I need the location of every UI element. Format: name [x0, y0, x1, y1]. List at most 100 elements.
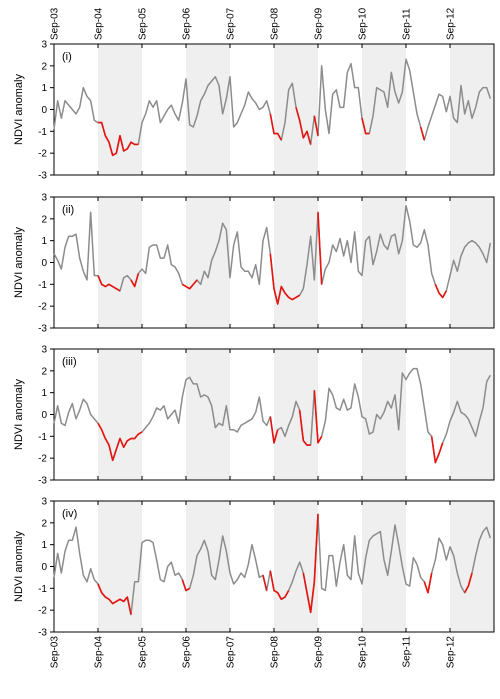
panel-label: (ii) [62, 204, 74, 216]
y-tick-label: 0 [41, 562, 47, 573]
drought-highlight-segment [298, 410, 311, 446]
drought-highlight-segment [313, 115, 319, 136]
y-tick-label: -3 [38, 476, 47, 487]
shaded-year-band [186, 197, 230, 328]
x-tick-label-top: Sep-08 [270, 7, 281, 40]
y-tick-label: 1 [41, 236, 47, 247]
x-tick-label-bottom: Sep-08 [270, 636, 281, 669]
y-tick-label: -2 [38, 606, 47, 617]
drought-highlight-segment [463, 572, 473, 594]
x-tick-label-top: Sep-05 [138, 7, 149, 40]
drought-highlight-segment [262, 575, 268, 591]
shaded-year-band [362, 197, 406, 328]
y-tick-label: 2 [41, 366, 47, 377]
y-tick-label: 3 [41, 40, 47, 51]
shaded-year-band [450, 501, 494, 632]
y-tick-label: 2 [41, 214, 47, 225]
drought-highlight-segment [419, 126, 426, 141]
drought-highlight-segment [269, 253, 301, 305]
x-tick-label-top: Sep-03 [50, 7, 61, 40]
x-tick-label-top: Sep-04 [94, 7, 105, 40]
shaded-year-band [450, 349, 494, 480]
y-tick-label: 0 [41, 105, 47, 116]
y-tick-label: 2 [41, 61, 47, 72]
y-axis-label: NDVI anomaly [13, 227, 25, 298]
drought-highlight-segment [302, 514, 319, 614]
panel-2: -3 -2 -1 0 1 2 3 NDVI anomaly (ii) [13, 193, 495, 335]
shaded-year-band [362, 349, 406, 480]
shaded-year-band [98, 501, 142, 632]
y-tick-label: -1 [38, 127, 47, 138]
y-tick-label: -2 [38, 302, 47, 313]
drought-highlight-segment [269, 416, 279, 444]
drought-highlight-segment [181, 279, 198, 290]
y-tick-label: -1 [38, 280, 47, 291]
x-tick-label-bottom: Sep-09 [314, 636, 325, 669]
drought-highlight-segment [295, 107, 312, 145]
drought-highlight-segment [97, 275, 121, 292]
shaded-year-band [98, 44, 142, 175]
panel-1: -3 -2 -1 0 1 2 3 NDVI anomaly (i) [13, 40, 495, 182]
drought-highlight-segment [434, 284, 448, 299]
y-tick-label: 1 [41, 540, 47, 551]
drought-highlight-segment [269, 570, 290, 601]
shaded-year-band [98, 349, 142, 480]
shaded-year-band [274, 197, 318, 328]
drought-highlight-segment [361, 118, 370, 135]
y-tick-label: -1 [38, 432, 47, 443]
y-tick-label: 1 [41, 388, 47, 399]
shaded-year-band [450, 44, 494, 175]
panel-label: (i) [62, 51, 72, 63]
x-tick-label-bottom: Sep-11 [402, 636, 413, 668]
drought-highlight-segment [269, 113, 283, 141]
shaded-year-band [186, 501, 230, 632]
y-tick-label: 1 [41, 83, 47, 94]
x-tick-label-bottom: Sep-03 [50, 636, 61, 669]
y-axis-label: NDVI anomaly [13, 531, 25, 602]
x-tick-label-top: Sep-11 [402, 8, 413, 40]
panel-3: -3 -2 -1 0 1 2 3 NDVI anomaly (iii) [13, 345, 495, 487]
y-tick-label: 0 [41, 410, 47, 421]
y-tick-label: -2 [38, 454, 47, 465]
shaded-year-band [274, 349, 318, 480]
x-tick-label-bottom: Sep-04 [94, 636, 105, 669]
drought-highlight-segment [181, 579, 191, 592]
y-tick-label: -2 [38, 149, 47, 160]
drought-highlight-segment [317, 212, 323, 285]
drought-highlight-segment [130, 273, 140, 288]
x-tick-label-top: Sep-07 [226, 7, 237, 40]
x-tick-label-bottom: Sep-06 [182, 636, 193, 669]
y-tick-label: 3 [41, 345, 47, 356]
y-tick-label: 0 [41, 258, 47, 269]
drought-highlight-segment [97, 422, 143, 462]
y-tick-label: -1 [38, 584, 47, 595]
x-tick-label-top: Sep-09 [314, 7, 325, 40]
x-tick-label-top: Sep-12 [446, 7, 457, 40]
shaded-year-band [362, 501, 406, 632]
y-axis-label: NDVI anomaly [13, 74, 25, 145]
x-tick-label-bottom: Sep-07 [226, 636, 237, 669]
y-axis-label: NDVI anomaly [13, 379, 25, 450]
x-tick-label-bottom: Sep-10 [358, 636, 369, 669]
drought-highlight-segment [98, 121, 139, 157]
y-tick-label: 3 [41, 497, 47, 508]
shaded-year-band [362, 44, 406, 175]
drought-highlight-segment [430, 436, 444, 464]
shaded-year-band [98, 197, 142, 328]
x-tick-label-bottom: Sep-05 [138, 636, 149, 669]
y-tick-label: -3 [38, 628, 47, 639]
panel-label: (iii) [62, 356, 77, 368]
x-tick-label-top: Sep-06 [182, 7, 193, 40]
y-tick-label: 2 [41, 518, 47, 529]
panel-4: -3 -2 -1 0 1 2 3 NDVI anomaly (iv) [13, 497, 495, 639]
y-tick-label: -3 [38, 324, 47, 335]
shaded-year-band [186, 349, 230, 480]
drought-highlight-segment [97, 583, 132, 615]
drought-highlight-segment [313, 390, 323, 444]
panel-label: (iv) [62, 508, 77, 520]
x-tick-label-bottom: Sep-12 [446, 636, 457, 669]
y-tick-label: -3 [38, 171, 47, 182]
drought-highlight-segment [423, 572, 433, 594]
